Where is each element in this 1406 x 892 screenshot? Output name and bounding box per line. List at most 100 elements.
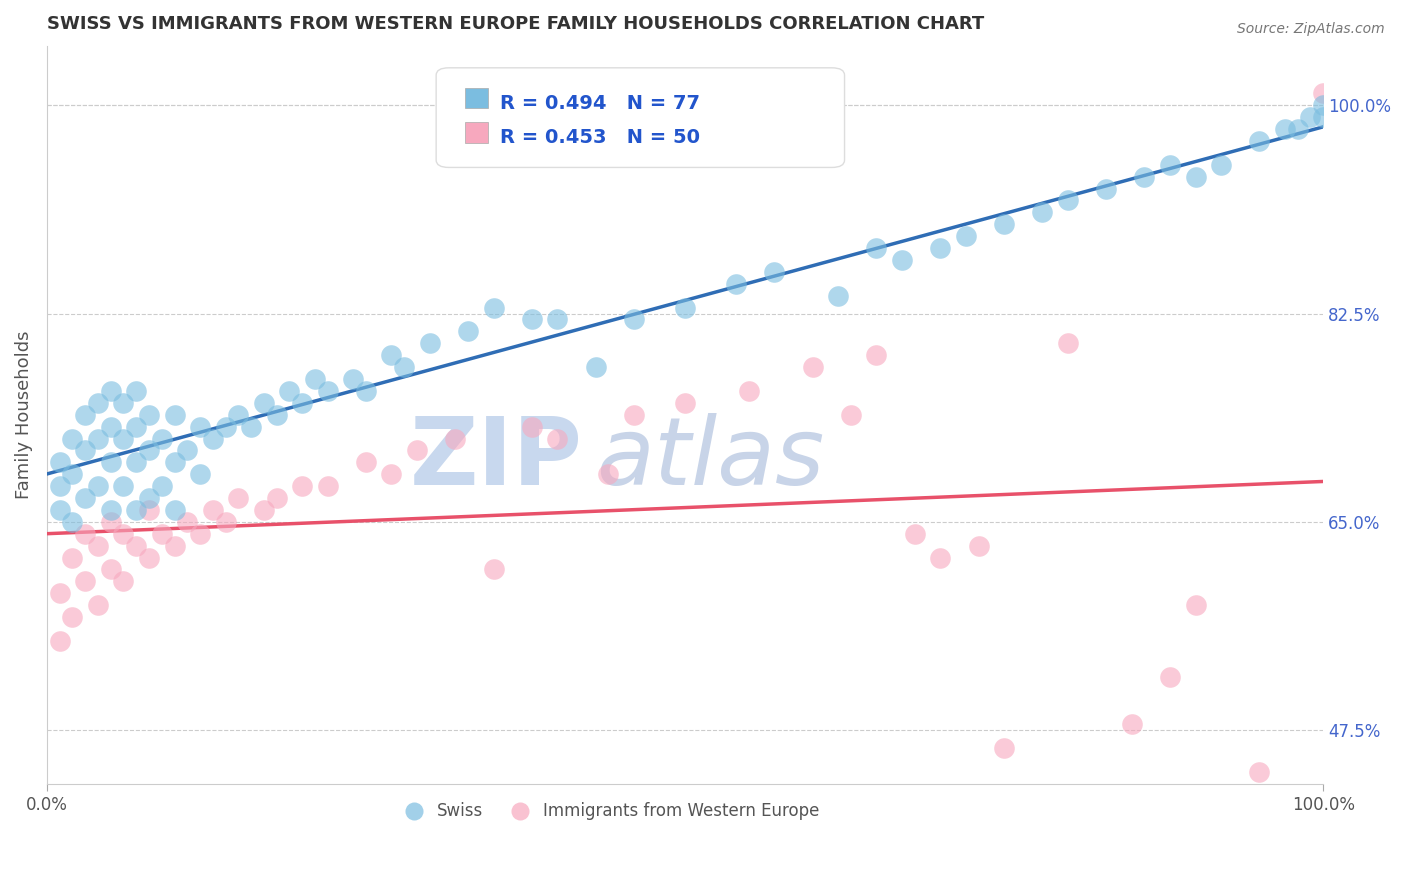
Legend: Swiss, Immigrants from Western Europe: Swiss, Immigrants from Western Europe: [391, 796, 827, 827]
Point: [546, 432, 568, 446]
Point: [904, 526, 927, 541]
Point: [125, 384, 148, 398]
Point: [125, 419, 148, 434]
Point: [763, 265, 786, 279]
Point: [125, 455, 148, 469]
Point: [673, 301, 696, 315]
Point: [278, 384, 301, 398]
Point: [112, 432, 135, 446]
Point: [444, 432, 467, 446]
FancyBboxPatch shape: [465, 87, 488, 109]
Point: [253, 503, 276, 517]
Point: [138, 491, 160, 505]
Point: [1249, 764, 1271, 779]
Point: [1159, 158, 1181, 172]
Point: [929, 550, 952, 565]
Point: [150, 479, 173, 493]
Text: Source: ZipAtlas.com: Source: ZipAtlas.com: [1237, 22, 1385, 37]
Text: R = 0.453   N = 50: R = 0.453 N = 50: [501, 128, 700, 147]
Point: [380, 348, 402, 362]
Point: [1312, 98, 1334, 112]
Point: [48, 455, 70, 469]
Point: [1159, 670, 1181, 684]
Point: [1057, 336, 1080, 351]
Point: [214, 419, 236, 434]
Point: [993, 741, 1015, 756]
Point: [993, 217, 1015, 231]
Point: [62, 515, 84, 529]
Point: [929, 241, 952, 255]
Point: [266, 408, 288, 422]
Point: [176, 515, 198, 529]
Point: [163, 539, 186, 553]
Point: [176, 443, 198, 458]
Point: [316, 479, 339, 493]
Point: [955, 229, 977, 244]
Point: [87, 539, 110, 553]
Point: [1274, 122, 1296, 136]
Point: [738, 384, 761, 398]
Point: [380, 467, 402, 482]
Point: [138, 550, 160, 565]
Point: [62, 550, 84, 565]
Point: [291, 479, 314, 493]
Point: [1312, 87, 1334, 101]
Point: [354, 384, 377, 398]
Point: [1057, 194, 1080, 208]
Point: [48, 633, 70, 648]
Point: [1299, 110, 1322, 124]
Point: [891, 252, 914, 267]
Point: [201, 503, 224, 517]
FancyBboxPatch shape: [436, 68, 845, 168]
Point: [75, 443, 97, 458]
Point: [623, 408, 645, 422]
Point: [1184, 169, 1206, 184]
Point: [1184, 598, 1206, 612]
Point: [228, 491, 250, 505]
Point: [1031, 205, 1053, 219]
Point: [1312, 110, 1334, 124]
Point: [188, 526, 211, 541]
Point: [1286, 122, 1309, 136]
Point: [163, 503, 186, 517]
Point: [801, 360, 824, 375]
Text: ZIP: ZIP: [411, 413, 583, 505]
Point: [188, 419, 211, 434]
Point: [240, 419, 263, 434]
Point: [865, 348, 887, 362]
Point: [48, 503, 70, 517]
Point: [520, 419, 543, 434]
Point: [100, 419, 122, 434]
Point: [291, 396, 314, 410]
Point: [482, 301, 505, 315]
Text: R = 0.494   N = 77: R = 0.494 N = 77: [501, 94, 700, 112]
Point: [316, 384, 339, 398]
Point: [87, 432, 110, 446]
Point: [87, 396, 110, 410]
Point: [125, 503, 148, 517]
Point: [585, 360, 607, 375]
Point: [112, 479, 135, 493]
Point: [150, 526, 173, 541]
Point: [1133, 169, 1156, 184]
Point: [253, 396, 276, 410]
Point: [138, 503, 160, 517]
Point: [304, 372, 326, 386]
Point: [1095, 181, 1118, 195]
Point: [100, 503, 122, 517]
Point: [188, 467, 211, 482]
Point: [62, 467, 84, 482]
Point: [827, 288, 849, 302]
Y-axis label: Family Households: Family Households: [15, 330, 32, 499]
Point: [100, 455, 122, 469]
Point: [163, 408, 186, 422]
Point: [520, 312, 543, 326]
Text: SWISS VS IMMIGRANTS FROM WESTERN EUROPE FAMILY HOUSEHOLDS CORRELATION CHART: SWISS VS IMMIGRANTS FROM WESTERN EUROPE …: [46, 15, 984, 33]
Point: [87, 598, 110, 612]
Point: [266, 491, 288, 505]
Point: [75, 526, 97, 541]
Point: [75, 574, 97, 589]
Point: [342, 372, 364, 386]
Point: [62, 432, 84, 446]
Point: [87, 479, 110, 493]
